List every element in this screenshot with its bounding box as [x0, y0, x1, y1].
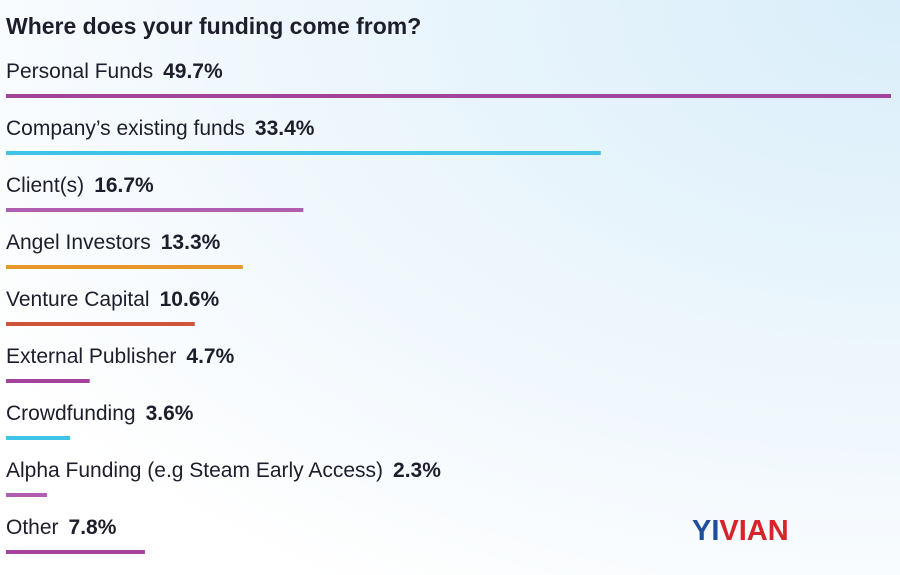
value-label: 2.3%: [393, 459, 441, 482]
bar-label: Venture Capital 10.6%: [6, 288, 219, 311]
bar-label: External Publisher 4.7%: [6, 345, 235, 368]
bar-label: Angel Investors 13.3%: [6, 231, 221, 254]
watermark-part: YI: [692, 515, 719, 547]
value-label: 16.7%: [94, 174, 154, 197]
value-label: 13.3%: [161, 231, 221, 254]
value-label: 3.6%: [146, 402, 194, 425]
bar-label: Client(s) 16.7%: [6, 174, 154, 197]
category-label: Client(s): [6, 174, 84, 197]
bar-label: Alpha Funding (e.g Steam Early Access) 2.…: [6, 459, 441, 482]
bar-label: Company’s existing funds 33.4%: [6, 117, 315, 140]
category-label: Company’s existing funds: [6, 117, 245, 140]
value-label: 10.6%: [160, 288, 220, 311]
category-label: External Publisher: [6, 345, 176, 368]
bar-label: Crowdfunding 3.6%: [6, 402, 194, 425]
chart-title: Where does your funding come from?: [6, 13, 421, 39]
category-label: Venture Capital: [6, 288, 150, 311]
category-label: Crowdfunding: [6, 402, 136, 425]
category-label: Angel Investors: [6, 231, 151, 254]
value-label: 33.4%: [255, 117, 315, 140]
category-label: Alpha Funding (e.g Steam Early Access): [6, 459, 383, 482]
value-label: 4.7%: [186, 345, 234, 368]
bar-label: Personal Funds 49.7%: [6, 60, 223, 83]
watermark-part: VIAN: [719, 515, 788, 547]
value-label: 7.8%: [69, 516, 117, 539]
category-label: Personal Funds: [6, 60, 153, 83]
watermark: YIVIAN: [692, 515, 789, 547]
category-label: Other: [6, 516, 59, 539]
value-label: 49.7%: [163, 60, 223, 83]
bar-label: Other 7.8%: [6, 516, 117, 539]
